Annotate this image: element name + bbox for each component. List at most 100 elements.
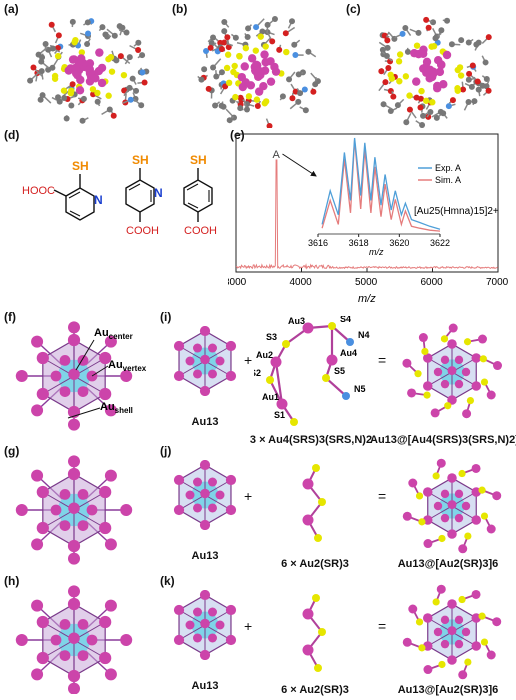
- ligand-3-sh: SH: [190, 153, 207, 167]
- caption-row1-right: Au13@[Au4(SRS)3(SRS,N)2]3: [370, 434, 516, 446]
- full2-s-3: [418, 518, 426, 526]
- caption-row3-mid: 6 × Au2(SR)3: [281, 684, 349, 696]
- panel-label-b: (b): [172, 2, 188, 16]
- cluster-c-image: [378, 16, 492, 128]
- motif-atom-2: [282, 340, 290, 348]
- gSvg-shell: [15, 455, 133, 565]
- panel-label-f: (f): [4, 310, 16, 324]
- full3-au-3: [402, 637, 412, 647]
- motif3-atom-1: [302, 608, 314, 620]
- motif3-atom-2: [318, 628, 326, 636]
- full1-au-0: [486, 390, 496, 400]
- staple-motif-k: [302, 594, 326, 672]
- inset-xlabel: m/z: [369, 247, 384, 257]
- motif-label-8: Au1: [262, 392, 279, 402]
- full3-s-6: [458, 595, 466, 604]
- full2-s-4: [415, 492, 424, 500]
- motif-label-9: N5: [354, 384, 366, 394]
- full2-au-6: [471, 463, 481, 473]
- ligand-structures: SH HOOC N SH N COOH SH COOH: [22, 153, 217, 237]
- motif-atom-5: [326, 354, 338, 366]
- full3-s-3: [418, 644, 426, 652]
- full3-au-4: [408, 604, 418, 614]
- full3-au-2: [423, 665, 433, 675]
- motif-label-0: Au3: [288, 316, 305, 326]
- motif-atom-10: [290, 418, 298, 426]
- motif3-atom-3: [302, 644, 314, 656]
- assembled-cluster-k: [402, 584, 502, 680]
- staple-motif-i: Au3 S4 S3 N4 Au2 Au4 S2 S5 Au1 N5 S1: [254, 316, 370, 426]
- hSvg-shell: [15, 585, 133, 694]
- full3-s-4: [415, 618, 424, 626]
- formula-label: [Au25(Hmna)15]2+: [414, 206, 499, 217]
- panel-label-e: (e): [230, 128, 245, 142]
- main-tick-label-3: 6000: [421, 277, 444, 288]
- cluster-a-image: [27, 18, 150, 124]
- panel-label-h: (h): [4, 574, 20, 588]
- full3-s-2: [438, 660, 446, 669]
- motif3-atom-4: [314, 664, 322, 672]
- motif-atom-3: [346, 338, 354, 346]
- icosahedral-shell-g: [15, 455, 133, 565]
- main-tick-label-0: 3000: [228, 277, 247, 288]
- staple-motif-j: [302, 464, 326, 542]
- motif-atom-0: [302, 322, 314, 334]
- mass-spectrum-chart: 3000 4000 5000 6000 7000 A 3616 3618 3620 3622 …: [228, 133, 509, 305]
- spectrum-main-line: [235, 159, 498, 270]
- legend-exp-label: Exp. A: [435, 163, 461, 173]
- caption-row3-right: Au13@[Au2(SR)3]6: [397, 684, 499, 696]
- clusterA-atoms: [27, 18, 150, 124]
- full1-s-4: [414, 370, 422, 378]
- motif-atom-8: [276, 398, 288, 410]
- full1-s-0: [480, 378, 489, 386]
- ligand-2-cooh: COOH: [126, 225, 159, 237]
- full3-au-7: [492, 617, 502, 627]
- caption-row2-right: Au13@[Au2(SR)3]6: [397, 558, 499, 570]
- ligand-1-sh: SH: [72, 159, 89, 173]
- caption-row1-left: Au13: [191, 416, 219, 428]
- equals-sign-row2: =: [378, 488, 387, 504]
- full1-au-4: [402, 358, 412, 368]
- full1-s-6: [440, 335, 449, 343]
- peak-arrow: [282, 153, 317, 177]
- full2-s-7: [478, 486, 486, 494]
- motif-label-1: S4: [340, 316, 351, 324]
- full2-au-0: [486, 524, 496, 534]
- inset-tick-label-2: 3620: [389, 238, 409, 248]
- cluster-b-image: [197, 15, 321, 128]
- motif-label-3: N4: [358, 330, 370, 340]
- inset-tick-label-1: 3618: [349, 238, 369, 248]
- motif-atom-7: [322, 374, 330, 382]
- f-label-vertex: Auvertex: [108, 359, 147, 373]
- isotope-inset: 3616 3618 3620 3622 m/z Exp. A Sim. A [Au25…: [308, 137, 499, 257]
- full3-s-7: [478, 612, 486, 620]
- full1-au-5: [418, 333, 428, 343]
- full3-s-1: [464, 658, 472, 666]
- main-tick-label-1: 4000: [290, 277, 313, 288]
- motif2-atom-4: [314, 534, 322, 542]
- ligand-2-sh: SH: [132, 153, 149, 167]
- motif2-atom-1: [302, 478, 314, 490]
- caption-row3-left: Au13: [191, 680, 219, 692]
- motif2-atom-2: [318, 498, 326, 506]
- motif-atom-6: [266, 376, 274, 384]
- motif-atom-9: [342, 392, 350, 400]
- full3-au-6: [471, 589, 481, 599]
- motif-label-4: Au2: [256, 350, 273, 360]
- full2-au-2: [423, 539, 433, 549]
- panel-label-j: (j): [160, 444, 172, 458]
- full3-s-0: [480, 638, 489, 646]
- full2-s-1: [464, 532, 472, 540]
- full3-au-0: [486, 650, 496, 660]
- motif2-atom-3: [302, 514, 314, 526]
- clusterB-atoms: [197, 15, 321, 128]
- full1-au-7: [477, 334, 487, 344]
- panel-label-d: (d): [4, 128, 20, 142]
- full1-s-8: [479, 355, 487, 363]
- full2-au-4: [408, 478, 418, 488]
- panel-label-i: (i): [160, 310, 172, 324]
- motif-label-5: Au4: [340, 348, 357, 358]
- assembled-cluster-j: [402, 458, 502, 554]
- ligand-2: SH N COOH: [125, 153, 163, 237]
- legend-sim-label: Sim. A: [435, 175, 461, 185]
